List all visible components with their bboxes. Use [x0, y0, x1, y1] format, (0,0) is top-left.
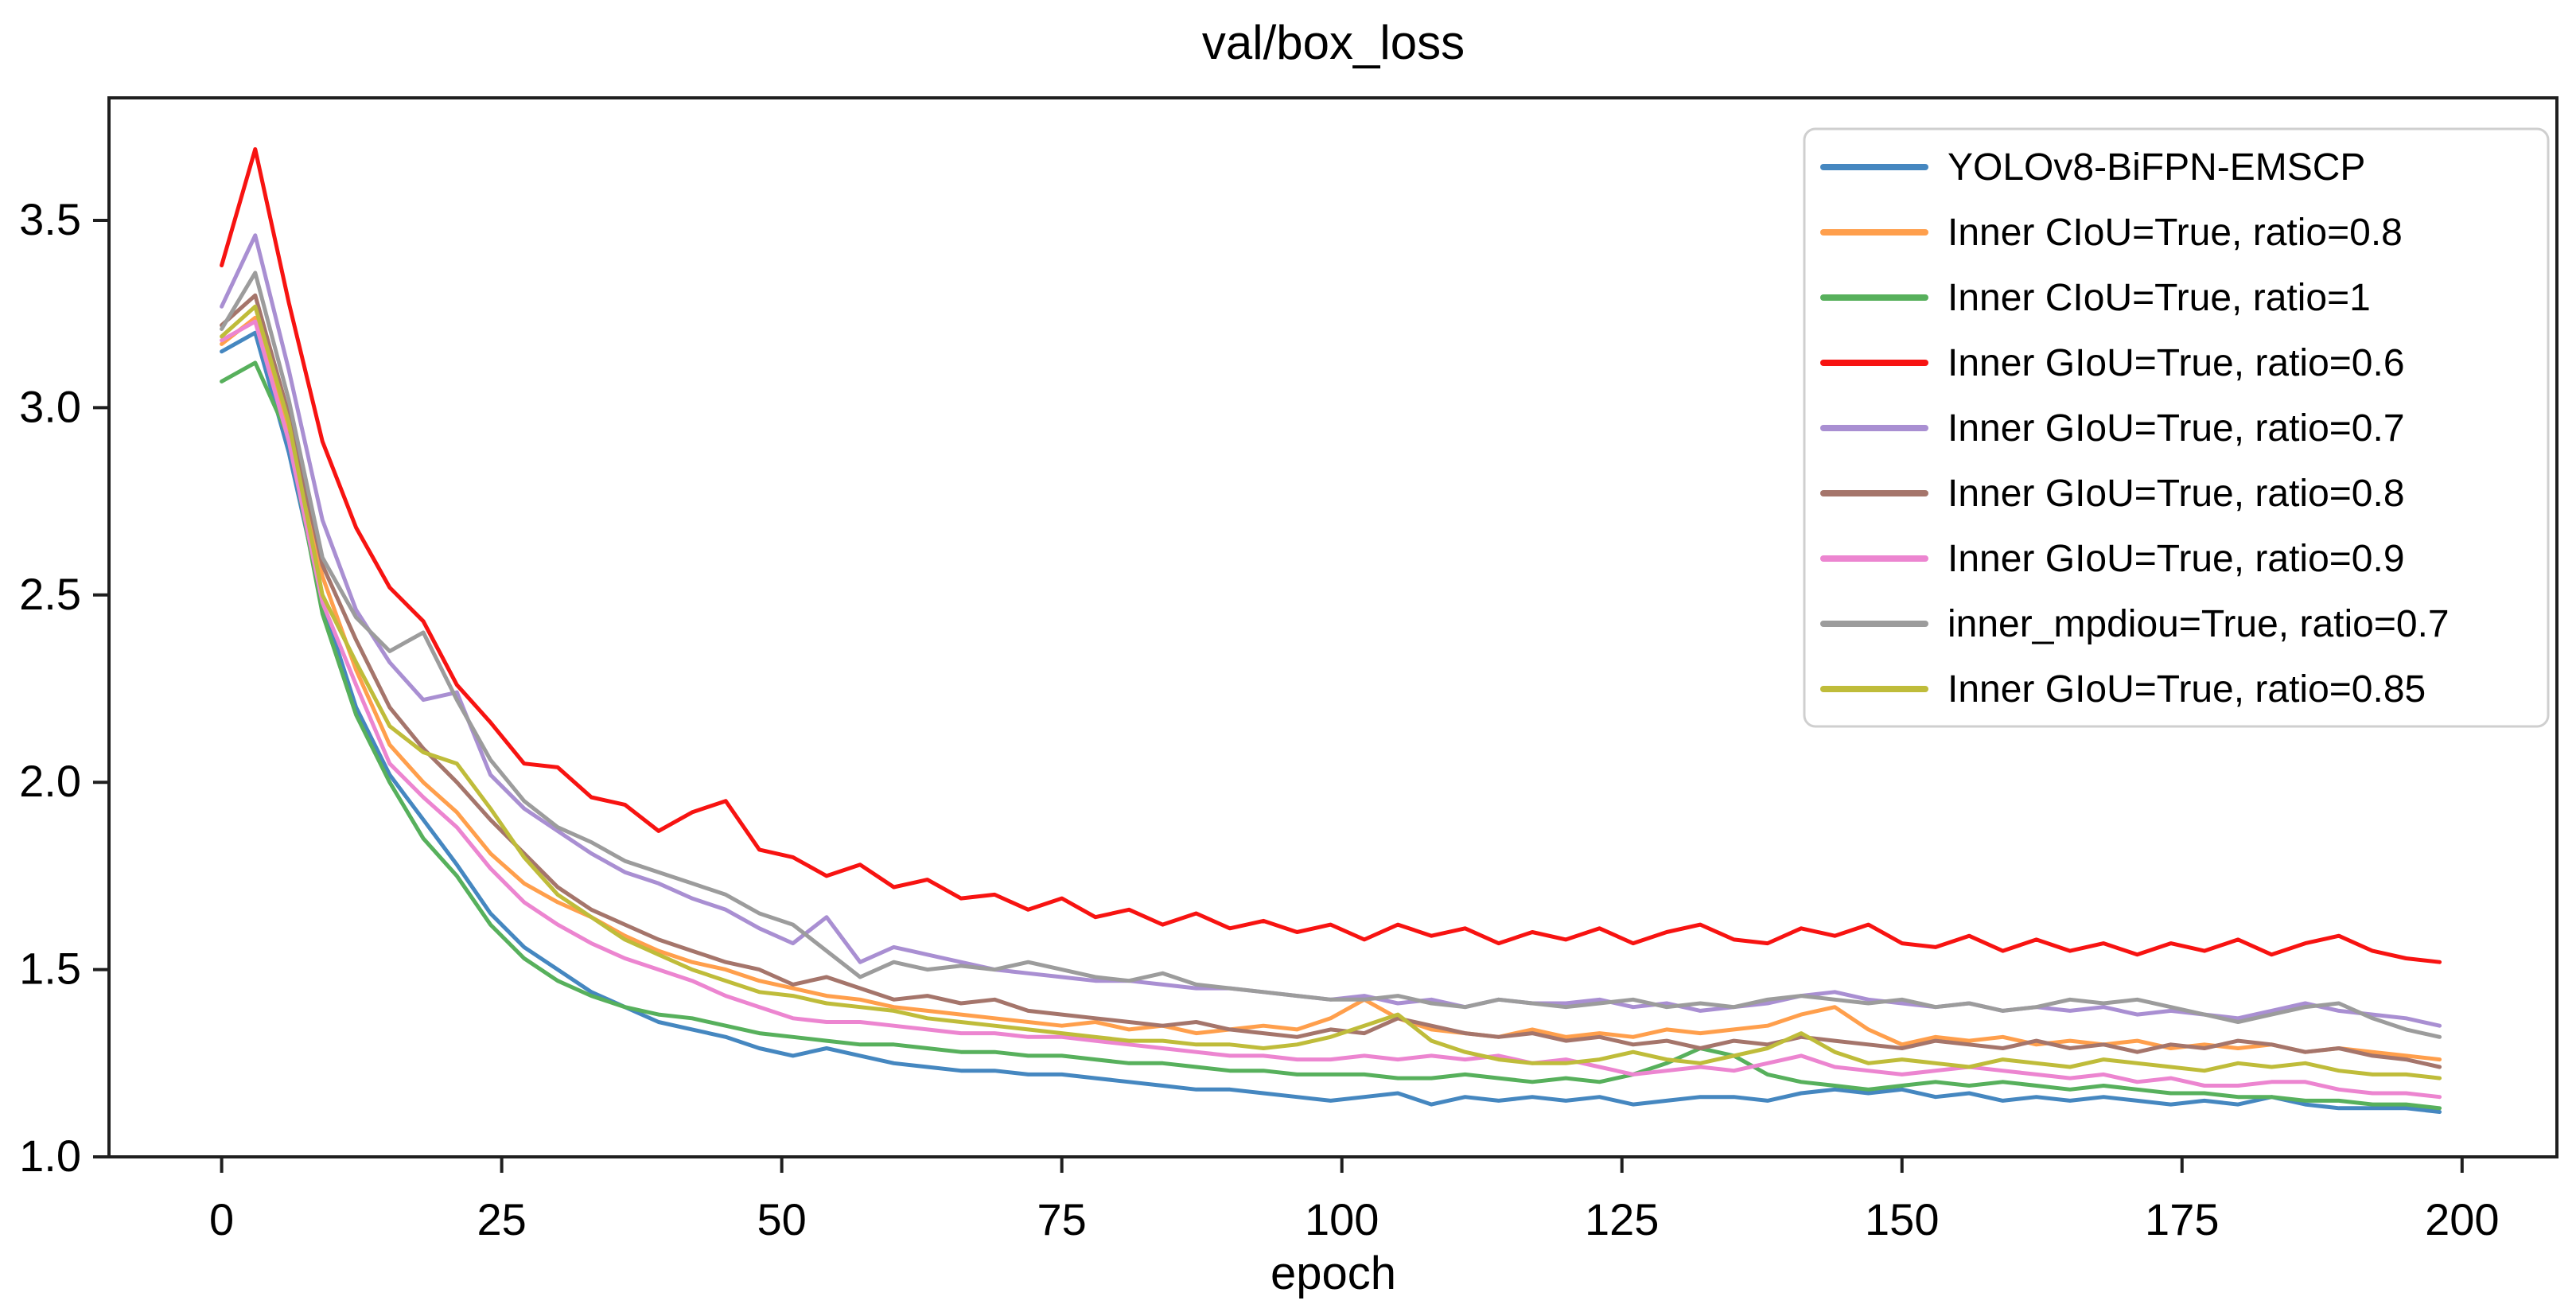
x-axis-label: epoch — [1270, 1248, 1396, 1299]
series-lines — [220, 147, 2442, 1114]
series-line-1 — [220, 330, 2442, 1114]
y-tick-label: 1.5 — [19, 944, 81, 994]
series-line-6 — [220, 293, 2442, 1069]
legend-item-label: YOLOv8-BiFPN-EMSCP — [1948, 146, 2365, 189]
legend-item-label: Inner GIoU=True, ratio=0.6 — [1948, 342, 2405, 384]
legend-item-label: inner_mpdiou=True, ratio=0.7 — [1948, 603, 2450, 645]
series-line-3 — [220, 360, 2442, 1111]
legend-item-label: Inner GIoU=True, ratio=0.85 — [1948, 668, 2426, 711]
y-tick-label: 3.5 — [19, 194, 81, 244]
x-tick-label: 175 — [2145, 1194, 2219, 1244]
x-tick-label: 150 — [1865, 1194, 1939, 1244]
legend: YOLOv8-BiFPN-EMSCP Inner CIoU=True, ratio… — [1803, 127, 2550, 728]
x-tick-label: 100 — [1305, 1194, 1379, 1244]
chart-title: val/box_loss — [1202, 16, 1465, 69]
legend-item-label: Inner GIoU=True, ratio=0.7 — [1948, 407, 2405, 450]
series-line-7 — [220, 319, 2442, 1100]
x-tick-label: 0 — [209, 1194, 234, 1244]
series-line-4 — [220, 147, 2442, 964]
x-tick-label: 200 — [2425, 1194, 2499, 1244]
y-tick-label: 2.5 — [19, 569, 81, 619]
y-tick-label: 1.0 — [19, 1131, 81, 1181]
series-line-9 — [220, 304, 2442, 1080]
y-axis-ticks: 1.0 1.5 2.0 2.5 3.0 3.5 — [19, 194, 109, 1181]
x-tick-label: 125 — [1585, 1194, 1659, 1244]
y-tick-label: 3.0 — [19, 381, 81, 431]
legend-item-label: Inner GIoU=True, ratio=0.9 — [1948, 538, 2405, 580]
y-tick-label: 2.0 — [19, 756, 81, 806]
legend-item-label: Inner GIoU=True, ratio=0.8 — [1948, 473, 2405, 515]
x-axis-ticks: 0 25 50 75 100 125 150 175 200 — [209, 1157, 2500, 1244]
legend-item-label: Inner CIoU=True, ratio=1 — [1948, 277, 2371, 319]
x-tick-label: 50 — [757, 1194, 807, 1244]
legend-box — [1803, 127, 2550, 728]
x-tick-label: 25 — [477, 1194, 526, 1244]
plot-frame — [107, 96, 2558, 1158]
legend-item-label: Inner CIoU=True, ratio=0.8 — [1948, 212, 2403, 254]
x-tick-label: 75 — [1037, 1194, 1087, 1244]
series-line-8 — [220, 271, 2442, 1039]
